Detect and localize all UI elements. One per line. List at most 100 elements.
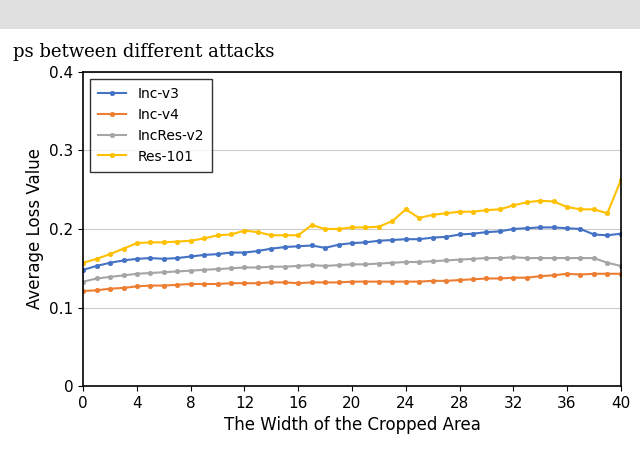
Inc-v4 <box>173 282 181 287</box>
Inc-v4 <box>321 280 329 285</box>
Inc-v3 <box>348 241 356 246</box>
Res-101 <box>281 233 289 238</box>
IncRes-v2 <box>241 265 248 270</box>
IncRes-v2 <box>227 266 235 271</box>
Inc-v3 <box>120 258 127 263</box>
IncRes-v2 <box>254 265 262 270</box>
IncRes-v2 <box>442 258 450 263</box>
IncRes-v2 <box>93 276 100 281</box>
Inc-v4 <box>388 279 396 284</box>
Res-101 <box>79 260 87 265</box>
IncRes-v2 <box>509 255 517 260</box>
Res-101 <box>415 216 423 221</box>
Res-101 <box>509 203 517 208</box>
Res-101 <box>523 199 531 205</box>
IncRes-v2 <box>335 262 342 268</box>
Inc-v4 <box>160 283 168 288</box>
Inc-v3 <box>308 243 316 248</box>
Res-101 <box>254 229 262 235</box>
Inc-v3 <box>496 229 504 234</box>
Inc-v3 <box>375 238 383 243</box>
Inc-v3 <box>617 231 625 236</box>
Inc-v4 <box>442 278 450 284</box>
Res-101 <box>375 224 383 229</box>
Inc-v4 <box>268 280 275 285</box>
Res-101 <box>321 226 329 232</box>
Res-101 <box>348 224 356 230</box>
IncRes-v2 <box>308 262 316 268</box>
Res-101 <box>429 212 436 218</box>
Inc-v4 <box>469 277 477 282</box>
Inc-v4 <box>456 277 463 283</box>
Inc-v4 <box>241 281 248 286</box>
Inc-v3 <box>281 244 289 250</box>
Inc-v4 <box>200 281 208 287</box>
IncRes-v2 <box>469 256 477 261</box>
Line: Inc-v3: Inc-v3 <box>81 225 623 272</box>
Inc-v4 <box>348 279 356 284</box>
Inc-v3 <box>469 231 477 236</box>
Res-101 <box>120 246 127 251</box>
IncRes-v2 <box>187 268 195 273</box>
Inc-v3 <box>550 224 557 230</box>
IncRes-v2 <box>348 262 356 267</box>
IncRes-v2 <box>429 259 436 264</box>
Inc-v3 <box>214 251 221 257</box>
Inc-v4 <box>617 271 625 277</box>
Inc-v3 <box>402 237 410 242</box>
X-axis label: The Width of the Cropped Area: The Width of the Cropped Area <box>223 416 481 435</box>
Inc-v4 <box>402 279 410 284</box>
IncRes-v2 <box>456 257 463 262</box>
IncRes-v2 <box>106 274 114 280</box>
Inc-v3 <box>187 254 195 259</box>
Inc-v3 <box>523 225 531 231</box>
Inc-v3 <box>321 245 329 251</box>
Text: ps between different attacks: ps between different attacks <box>13 43 274 61</box>
IncRes-v2 <box>294 263 302 269</box>
Res-101 <box>617 178 625 183</box>
Inc-v4 <box>79 288 87 294</box>
Inc-v3 <box>79 267 87 273</box>
Inc-v3 <box>200 252 208 258</box>
Res-101 <box>388 219 396 224</box>
Line: Res-101: Res-101 <box>81 178 623 265</box>
Inc-v4 <box>120 285 127 291</box>
Res-101 <box>550 199 557 204</box>
Inc-v3 <box>173 255 181 261</box>
Inc-v4 <box>187 281 195 287</box>
IncRes-v2 <box>415 260 423 265</box>
IncRes-v2 <box>321 263 329 269</box>
Inc-v3 <box>577 226 584 232</box>
IncRes-v2 <box>536 255 544 261</box>
Inc-v4 <box>133 284 141 289</box>
Inc-v4 <box>415 279 423 284</box>
Inc-v4 <box>93 288 100 293</box>
Inc-v4 <box>550 273 557 278</box>
Res-101 <box>160 240 168 245</box>
Line: IncRes-v2: IncRes-v2 <box>81 255 623 284</box>
IncRes-v2 <box>79 279 87 284</box>
Res-101 <box>590 207 598 212</box>
Res-101 <box>456 209 463 215</box>
Inc-v4 <box>604 271 611 277</box>
Inc-v4 <box>308 280 316 285</box>
Res-101 <box>133 241 141 246</box>
IncRes-v2 <box>563 255 571 261</box>
IncRes-v2 <box>160 269 168 275</box>
IncRes-v2 <box>173 269 181 274</box>
Res-101 <box>335 226 342 232</box>
Inc-v4 <box>147 283 154 288</box>
Inc-v4 <box>577 272 584 277</box>
Res-101 <box>200 236 208 241</box>
Inc-v3 <box>335 242 342 247</box>
IncRes-v2 <box>268 264 275 269</box>
Res-101 <box>227 232 235 237</box>
IncRes-v2 <box>590 255 598 261</box>
Res-101 <box>536 198 544 203</box>
Inc-v4 <box>375 279 383 284</box>
Inc-v3 <box>536 224 544 230</box>
Res-101 <box>268 233 275 238</box>
Inc-v4 <box>536 273 544 279</box>
Inc-v4 <box>563 271 571 277</box>
Inc-v3 <box>388 237 396 242</box>
